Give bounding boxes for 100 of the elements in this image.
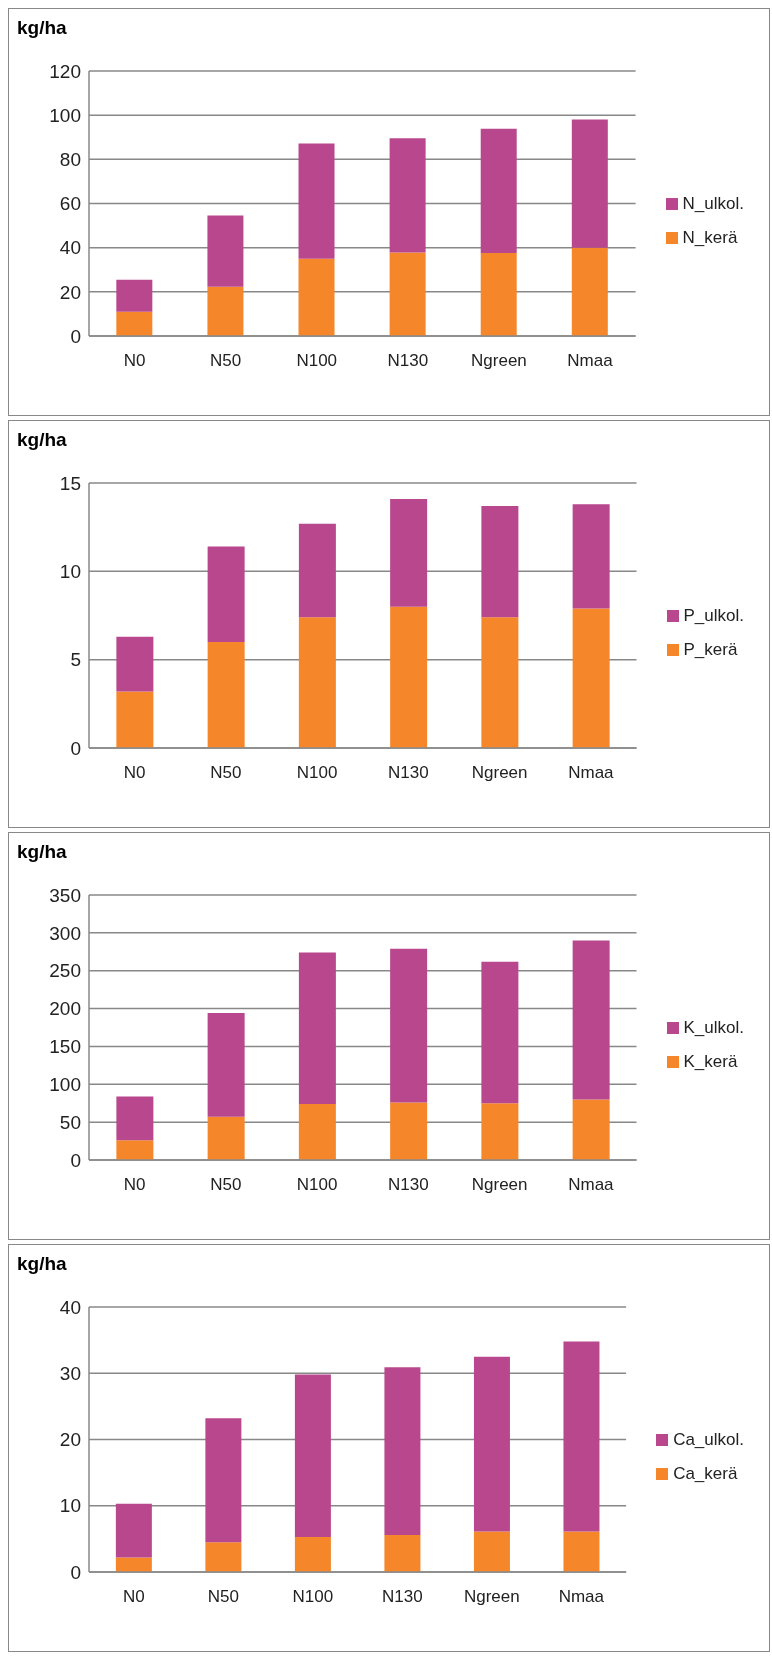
y-tick-label: 80 — [59, 149, 81, 171]
x-tick-label: N50 — [210, 763, 242, 783]
bar — [473, 1356, 510, 1532]
bar — [384, 1367, 421, 1535]
x-tick-label: N130 — [382, 1587, 423, 1607]
x-tick-label: Nmaa — [568, 1175, 615, 1195]
y-tick-label: 30 — [59, 1362, 81, 1384]
x-tick-label: N0 — [122, 1587, 145, 1607]
y-tick-label: 250 — [49, 960, 81, 982]
bar — [298, 258, 335, 336]
x-tick-label: Ngreen — [471, 351, 527, 371]
bar — [481, 617, 519, 748]
y-tick-label: 150 — [49, 1036, 81, 1058]
legend-label: K_ulkol. — [683, 1018, 744, 1038]
x-tick-label: Ngreen — [463, 1587, 520, 1607]
y-tick-label: 10 — [59, 1495, 81, 1517]
bar — [480, 128, 517, 253]
y-tick-label: 50 — [59, 1111, 81, 1133]
bar — [298, 617, 336, 748]
legend-label: Ca_kerä — [673, 1464, 738, 1484]
bar — [207, 1013, 245, 1117]
bar — [481, 505, 519, 618]
bar — [207, 642, 245, 748]
x-tick-label: Nmaa — [567, 351, 614, 371]
x-tick-label: N0 — [123, 351, 146, 371]
bar — [298, 523, 336, 618]
y-axis-title: kg/ha — [17, 17, 67, 39]
y-tick-label: 0 — [70, 325, 81, 347]
bar — [563, 1341, 600, 1532]
bar — [207, 546, 245, 642]
bar — [390, 606, 428, 748]
x-tick-label: N100 — [296, 763, 338, 783]
x-tick-label: N130 — [387, 351, 429, 371]
bar — [571, 119, 608, 248]
y-tick-label: 0 — [70, 1149, 81, 1171]
x-tick-label: Nmaa — [568, 763, 615, 783]
bar — [207, 1116, 245, 1160]
bar — [116, 636, 154, 692]
bar — [563, 1531, 600, 1572]
y-tick-label: 300 — [49, 922, 81, 944]
bar — [572, 608, 610, 748]
bar — [390, 498, 428, 607]
y-tick-label: 120 — [49, 60, 81, 82]
bar — [116, 1096, 154, 1141]
x-tick-label: N50 — [207, 1587, 239, 1607]
bar — [116, 691, 154, 748]
y-tick-label: 100 — [49, 104, 81, 126]
y-axis-title: kg/ha — [17, 429, 67, 451]
x-tick-label: Nmaa — [558, 1587, 605, 1607]
bar — [389, 252, 426, 336]
x-tick-label: N130 — [388, 1175, 429, 1195]
legend-label: P_kerä — [683, 640, 738, 660]
x-tick-label: N100 — [292, 1587, 334, 1607]
legend-label: P_ulkol. — [683, 606, 744, 626]
bar — [389, 138, 426, 253]
legend-label: N_kerä — [682, 228, 738, 248]
legend-label: N_ulkol. — [682, 194, 744, 214]
y-tick-label: 100 — [49, 1074, 81, 1096]
x-tick-label: N50 — [210, 351, 242, 371]
y-tick-label: 15 — [59, 472, 81, 494]
x-tick-label: N0 — [123, 763, 146, 783]
bar — [115, 1503, 152, 1558]
y-axis-title: kg/ha — [17, 841, 67, 863]
bar — [116, 1140, 154, 1160]
y-tick-label: 200 — [49, 998, 81, 1020]
bar — [298, 143, 335, 259]
bar — [481, 1103, 519, 1160]
y-axis-title: kg/ha — [17, 1253, 67, 1275]
bar — [207, 286, 244, 336]
x-tick-label: Ngreen — [471, 1175, 528, 1195]
bar — [480, 252, 517, 336]
y-tick-label: 0 — [70, 1561, 81, 1583]
bar — [205, 1418, 242, 1543]
bar — [298, 952, 336, 1104]
x-tick-label: N100 — [296, 1175, 338, 1195]
bar — [384, 1534, 421, 1572]
y-tick-label: 40 — [59, 1296, 81, 1318]
legend-label: Ca_ulkol. — [673, 1430, 744, 1450]
y-tick-label: 40 — [59, 237, 81, 259]
bar — [205, 1542, 242, 1572]
bar — [390, 948, 428, 1103]
bar — [572, 940, 610, 1100]
bar — [116, 279, 153, 312]
bar — [481, 961, 519, 1104]
bar — [572, 504, 610, 609]
y-tick-label: 10 — [59, 561, 81, 583]
y-tick-label: 350 — [49, 884, 81, 906]
bar — [298, 1103, 336, 1160]
x-tick-label: N100 — [296, 351, 338, 371]
y-tick-label: 0 — [70, 737, 81, 759]
bar — [116, 311, 153, 336]
legend-label: K_kerä — [683, 1052, 738, 1072]
bar — [572, 1099, 610, 1160]
x-tick-label: Ngreen — [471, 763, 528, 783]
bar — [207, 215, 244, 287]
y-tick-label: 5 — [70, 649, 81, 671]
x-tick-label: N130 — [388, 763, 429, 783]
x-tick-label: N50 — [210, 1175, 242, 1195]
bar — [473, 1531, 510, 1572]
bar — [294, 1536, 331, 1572]
